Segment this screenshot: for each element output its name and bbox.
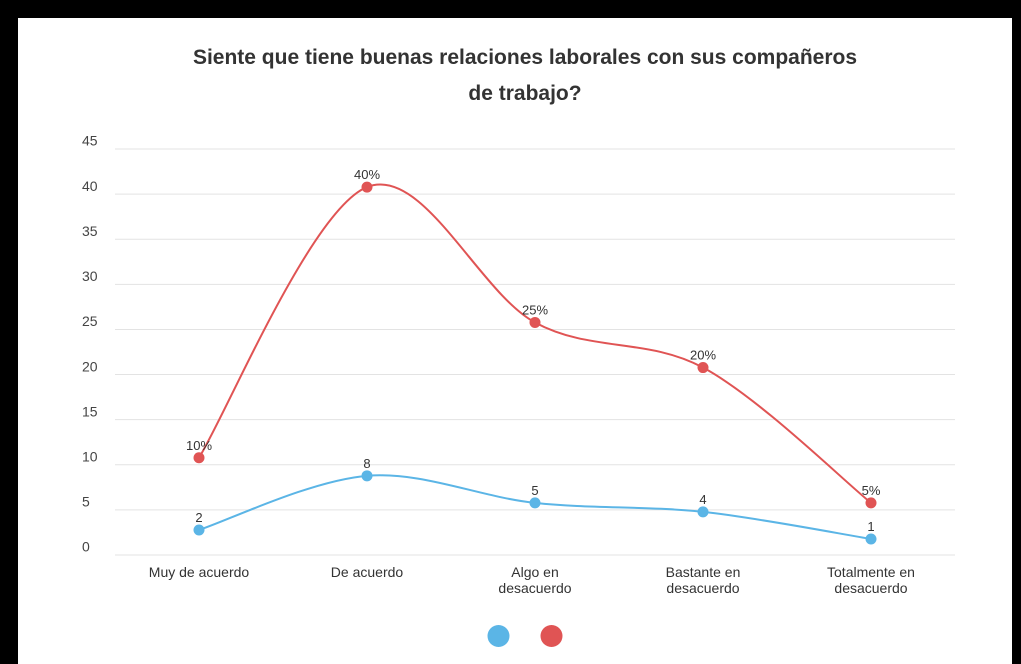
chart-area (18, 18, 1012, 664)
data-point (697, 506, 709, 518)
data-point (361, 181, 373, 193)
legend-marker (540, 625, 563, 647)
y-tick-label: 15 (82, 403, 98, 419)
x-tick-label: Muy de acuerdo (148, 564, 250, 580)
x-tick-label: De acuerdo (330, 564, 404, 580)
data-label: 5 (531, 483, 538, 498)
data-point (193, 524, 205, 536)
data-label: 8 (363, 456, 370, 471)
y-tick-label: 25 (82, 313, 98, 329)
y-tick-label: 35 (82, 223, 98, 239)
chart-title: Siente que tiene buenas relaciones labor… (193, 46, 857, 69)
y-tick-label: 45 (82, 133, 98, 149)
data-label: 1 (867, 519, 874, 534)
legend-marker (487, 625, 510, 647)
data-label: 10% (186, 438, 212, 453)
data-point (193, 452, 205, 464)
y-tick-label: 30 (82, 268, 98, 284)
chart-title: de trabajo? (468, 82, 581, 105)
x-tick-label: Totalmente en desacuerdo (827, 564, 915, 596)
y-tick-label: 0 (82, 539, 90, 555)
data-point (865, 533, 877, 545)
data-point (697, 362, 709, 374)
data-label: 5% (862, 483, 881, 498)
x-tick-label: Bastante en desacuerdo (665, 564, 741, 596)
data-point (361, 470, 373, 482)
data-label: 4 (699, 492, 706, 507)
data-label: 2 (195, 510, 202, 525)
series-line (198, 183, 872, 504)
y-tick-label: 5 (82, 494, 90, 510)
y-tick-label: 20 (82, 358, 98, 374)
data-label: 40% (354, 167, 380, 182)
x-tick-label: Algo en desacuerdo (498, 564, 572, 596)
y-tick-label: 10 (82, 448, 98, 464)
data-label: 25% (522, 302, 548, 317)
y-tick-label: 40 (82, 178, 98, 194)
data-label: 20% (690, 348, 716, 363)
data-point (529, 316, 541, 328)
data-point (529, 497, 541, 509)
data-point (865, 497, 877, 509)
